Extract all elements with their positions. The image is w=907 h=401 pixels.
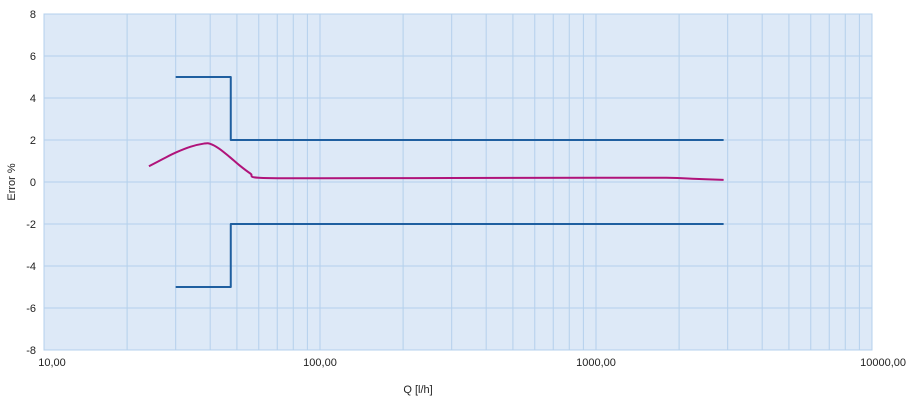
x-tick-label: 10,00	[38, 357, 66, 369]
x-tick-label: 10000,00	[860, 357, 906, 369]
y-tick-label: 4	[30, 93, 36, 105]
y-tick-label: -8	[26, 345, 36, 357]
y-tick-label: 6	[30, 51, 36, 63]
y-tick-label: -2	[26, 219, 36, 231]
y-tick-label: -4	[26, 261, 36, 273]
y-tick-label: 2	[30, 135, 36, 147]
y-tick-label: 0	[30, 177, 36, 189]
x-tick-label: 1000,00	[576, 357, 616, 369]
y-tick-label: 8	[30, 9, 36, 21]
x-tick-label: 100,00	[303, 357, 337, 369]
x-axis-label: Q [l/h]	[403, 384, 432, 396]
y-tick-label: -6	[26, 303, 36, 315]
y-axis-label: Error %	[6, 163, 18, 201]
